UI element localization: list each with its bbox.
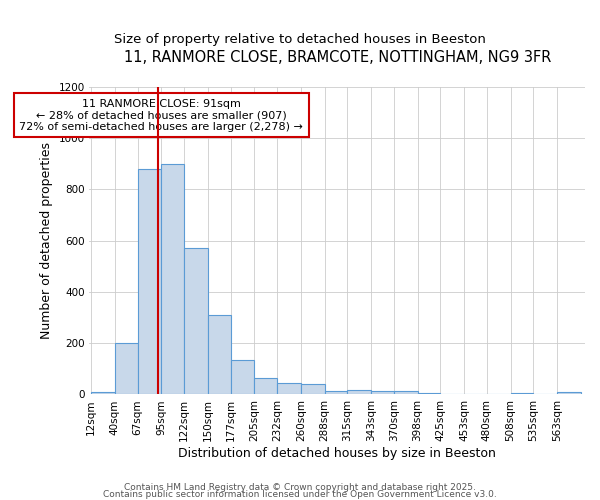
Bar xyxy=(277,383,301,394)
Bar xyxy=(301,384,325,394)
Text: 11 RANMORE CLOSE: 91sqm
← 28% of detached houses are smaller (907)
72% of semi-d: 11 RANMORE CLOSE: 91sqm ← 28% of detache… xyxy=(19,98,304,132)
Text: Size of property relative to detached houses in Beeston: Size of property relative to detached ho… xyxy=(114,32,486,46)
Bar xyxy=(418,393,440,394)
Bar xyxy=(347,390,371,394)
Bar xyxy=(511,392,533,394)
Bar xyxy=(91,392,115,394)
Bar xyxy=(184,248,208,394)
X-axis label: Distribution of detached houses by size in Beeston: Distribution of detached houses by size … xyxy=(178,447,496,460)
Title: 11, RANMORE CLOSE, BRAMCOTE, NOTTINGHAM, NG9 3FR: 11, RANMORE CLOSE, BRAMCOTE, NOTTINGHAM,… xyxy=(124,50,551,65)
Bar xyxy=(137,169,161,394)
Bar xyxy=(557,392,581,394)
Bar xyxy=(254,378,277,394)
Bar xyxy=(161,164,184,394)
Bar xyxy=(325,392,347,394)
Bar xyxy=(231,360,254,394)
Text: Contains HM Land Registry data © Crown copyright and database right 2025.: Contains HM Land Registry data © Crown c… xyxy=(124,484,476,492)
Bar xyxy=(208,315,231,394)
Bar xyxy=(394,391,418,394)
Text: Contains public sector information licensed under the Open Government Licence v3: Contains public sector information licen… xyxy=(103,490,497,499)
Y-axis label: Number of detached properties: Number of detached properties xyxy=(40,142,53,339)
Bar xyxy=(371,391,394,394)
Bar xyxy=(115,343,137,394)
